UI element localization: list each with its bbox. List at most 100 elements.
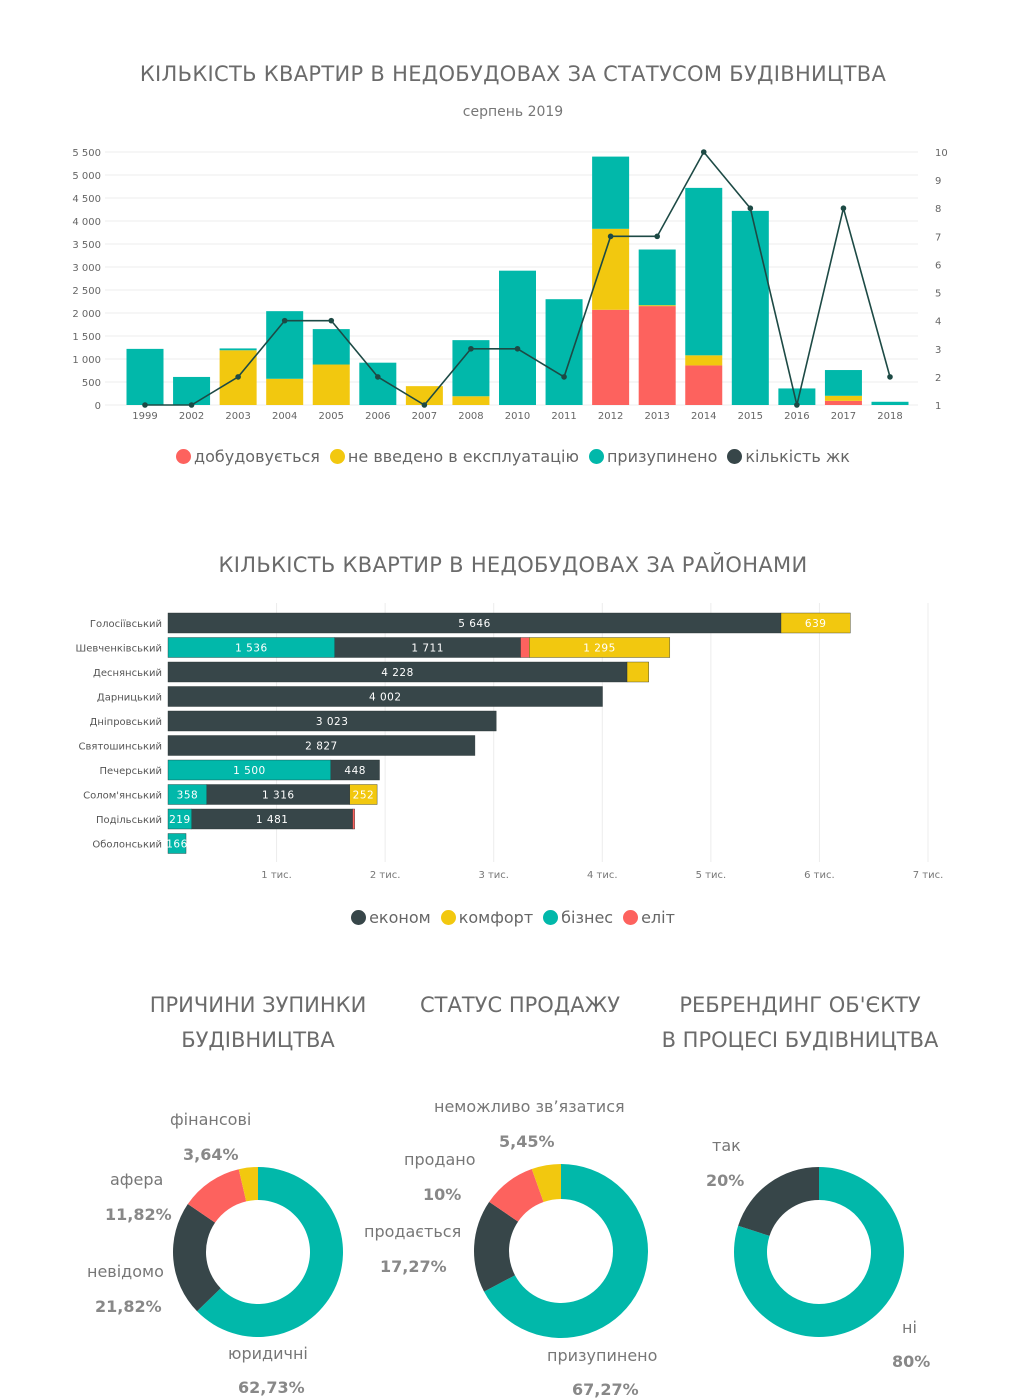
- legend-item-komfort[interactable]: комфорт: [440, 908, 534, 927]
- title-line: ПРИЧИНИ ЗУПИНКИ: [149, 993, 367, 1017]
- chart1-subtitle: серпень 2019: [462, 104, 564, 120]
- data-label: 166: [166, 839, 188, 851]
- bar-ekonom: [191, 808, 353, 830]
- data-label: 639: [805, 618, 827, 630]
- data-label: 4 002: [369, 692, 402, 704]
- y-tick-label: 2 000: [72, 309, 101, 320]
- legend-item-ekonom[interactable]: економ: [351, 908, 431, 927]
- bar-biznes: [167, 759, 332, 781]
- bar-dobudovuietsia: [824, 400, 862, 405]
- slice-label: неможливо зв’язатися: [434, 1097, 625, 1116]
- line-point: [700, 149, 707, 155]
- district-label: Голосіївський: [90, 618, 162, 630]
- y2-tick-label: 1: [935, 401, 941, 412]
- chart2-title: КІЛЬКІСТЬ КВАРТИР В НЕДОБУДОВАХ ЗА РАЙОН…: [218, 553, 808, 577]
- bar-ekonom: [167, 661, 628, 683]
- data-label: 2 827: [305, 741, 338, 753]
- data-label: 1 316: [262, 790, 295, 802]
- bar-elit: [520, 637, 530, 658]
- line-point: [281, 317, 288, 324]
- bar-ne_vvedeno: [592, 228, 630, 310]
- legend-dot: [623, 910, 639, 925]
- slice-value: 21,82%: [95, 1297, 162, 1316]
- bar-pryzupyneno: [592, 156, 630, 229]
- y2-tick-label: 7: [935, 232, 941, 243]
- chart1-title: КІЛЬКІСТЬ КВАРТИР В НЕДОБУДОВАХ ЗА СТАТУ…: [139, 62, 887, 86]
- slice-value: 3,64%: [183, 1145, 239, 1164]
- x-tick-label: 2017: [831, 411, 856, 422]
- x-tick-label: 2008: [458, 411, 483, 422]
- donut-slice: [238, 1167, 258, 1202]
- y2-tick-label: 9: [935, 176, 941, 187]
- bar-pryzupyneno: [312, 329, 350, 365]
- bar-pryzupyneno: [173, 376, 211, 405]
- bar-ne_vvedeno: [266, 378, 304, 405]
- y2-tick-label: 6: [935, 260, 941, 271]
- line-point: [840, 205, 847, 212]
- bar-ekonom: [206, 784, 350, 805]
- legend-item-biznes[interactable]: бізнес: [543, 908, 613, 927]
- donut-slice: [484, 1164, 649, 1339]
- donut-slice: [172, 1204, 221, 1312]
- legend-dot: [351, 910, 367, 925]
- y-tick-label: 1 000: [72, 355, 101, 366]
- legend-label: не введено в експлуатацію: [347, 447, 579, 466]
- district-label: Подільський: [96, 814, 162, 826]
- legend-label: добудовується: [194, 447, 320, 466]
- x-tick-label: 2 тис.: [370, 870, 401, 881]
- bar-komfort: [349, 784, 378, 805]
- bar-komfort: [529, 637, 671, 658]
- legend-item-ne-vvedeno[interactable]: не введено в експлуатацію: [329, 447, 579, 466]
- slice-value: 11,82%: [105, 1205, 172, 1224]
- line-point: [188, 402, 195, 408]
- legend-item-kilkist[interactable]: кількість жк: [727, 447, 850, 466]
- legend-dot: [329, 449, 345, 464]
- y2-tick-label: 4: [935, 317, 941, 328]
- bar-pryzupyneno: [499, 270, 536, 405]
- legend-label: кількість жк: [745, 447, 850, 466]
- bar-ne_vvedeno: [312, 364, 350, 405]
- bar-dobudovuietsia: [638, 306, 676, 405]
- x-tick-label: 2010: [505, 411, 530, 422]
- x-tick-label: 6 тис.: [804, 870, 835, 881]
- district-label: Печерський: [99, 766, 162, 777]
- legend-item-elit[interactable]: еліт: [623, 908, 675, 927]
- bar-ne_vvedeno: [685, 355, 723, 366]
- chart2-legend: економ комфорт бізнес еліт: [0, 908, 1026, 927]
- district-label: Дарницький: [97, 693, 162, 704]
- data-label: 1 481: [256, 814, 289, 826]
- data-label: 358: [177, 790, 199, 802]
- y-tick-label: 5 000: [72, 171, 101, 182]
- y-tick-label: 500: [82, 378, 101, 389]
- donut-slice: [187, 1169, 247, 1223]
- bar-biznes: [167, 637, 335, 658]
- slice-value: 80%: [892, 1352, 931, 1371]
- district-label: Шевченківський: [76, 643, 162, 655]
- donut-slice: [738, 1167, 819, 1236]
- line-point: [794, 402, 800, 408]
- x-tick-label: 1999: [132, 411, 157, 422]
- bar-pryzupyneno: [638, 249, 676, 306]
- x-tick-label: 2013: [644, 411, 669, 422]
- y2-tick-label: 2: [935, 373, 941, 384]
- legend-item-dobudovuietsia[interactable]: добудовується: [176, 447, 320, 466]
- data-label: 448: [344, 765, 366, 777]
- bar-ekonom: [167, 612, 782, 634]
- legend-dot: [440, 910, 456, 925]
- y2-tick-label: 8: [935, 204, 941, 215]
- slice-label: ні: [902, 1318, 917, 1337]
- line-point: [607, 233, 614, 240]
- x-tick-label: 2011: [551, 411, 576, 422]
- slice-label: продається: [364, 1222, 462, 1241]
- bar-komfort: [780, 612, 851, 634]
- line-point: [375, 374, 381, 380]
- line-point: [887, 374, 893, 380]
- district-label: Оболонський: [92, 840, 162, 851]
- x-tick-label: 5 тис.: [696, 870, 727, 881]
- x-tick-label: 2018: [877, 411, 902, 422]
- legend-item-pryzupyneno[interactable]: призупинено: [588, 447, 717, 466]
- legend-label: комфорт: [458, 908, 534, 927]
- line-point: [561, 374, 567, 380]
- legend-dot: [176, 449, 192, 464]
- bar-pryzupyneno: [545, 299, 583, 405]
